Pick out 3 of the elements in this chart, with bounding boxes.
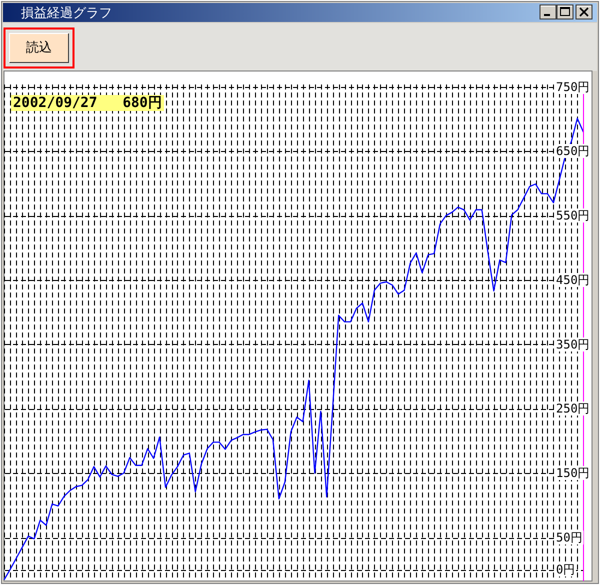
button-load: 読込: [4, 28, 74, 68]
readout: 2002/09/27 680円: [11, 95, 164, 111]
title: 損益経過グラフ: [21, 6, 112, 21]
